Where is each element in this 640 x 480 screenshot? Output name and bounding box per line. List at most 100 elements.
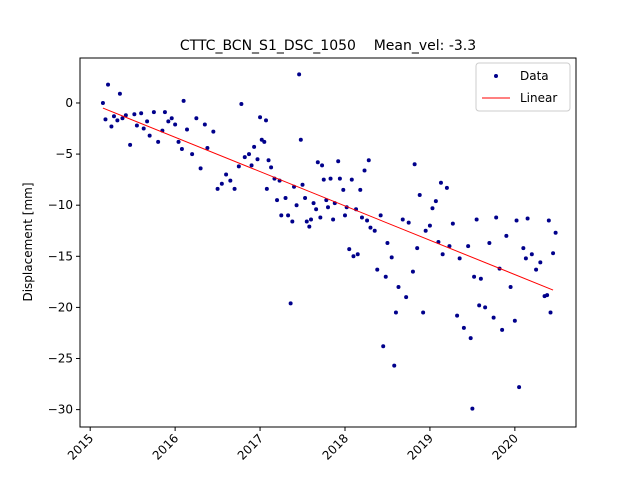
axes-frame bbox=[79, 57, 577, 428]
data-point bbox=[470, 406, 475, 411]
data-point bbox=[141, 126, 146, 131]
data-point bbox=[385, 241, 390, 246]
data-point bbox=[185, 127, 190, 132]
data-point bbox=[307, 224, 312, 229]
data-point bbox=[438, 180, 443, 185]
data-point bbox=[173, 122, 178, 127]
data-point bbox=[440, 252, 445, 257]
data-point bbox=[145, 119, 150, 124]
data-point bbox=[303, 196, 308, 201]
data-point bbox=[365, 218, 370, 223]
data-point bbox=[139, 111, 144, 116]
y-tick-label: −25 bbox=[48, 352, 73, 366]
data-point bbox=[548, 310, 553, 315]
data-point bbox=[508, 284, 513, 289]
data-point bbox=[362, 168, 367, 173]
data-point bbox=[534, 267, 539, 272]
data-point bbox=[202, 122, 207, 127]
data-point bbox=[169, 116, 174, 121]
chart-title: CTTC_BCN_S1_DSC_1050 Mean_vel: -3.3 bbox=[180, 38, 476, 54]
data-point bbox=[444, 185, 449, 190]
data-point bbox=[415, 246, 420, 251]
data-point bbox=[355, 252, 360, 257]
data-point bbox=[389, 255, 394, 260]
data-point bbox=[219, 181, 224, 186]
data-point bbox=[264, 118, 268, 123]
data-point bbox=[447, 244, 452, 249]
data-point bbox=[521, 246, 526, 251]
data-point bbox=[461, 325, 466, 330]
data-point bbox=[228, 178, 233, 183]
data-point bbox=[275, 198, 280, 203]
data-point bbox=[351, 254, 356, 259]
data-point bbox=[211, 129, 216, 134]
data-point bbox=[156, 139, 161, 144]
data-point bbox=[347, 247, 352, 252]
data-point bbox=[553, 230, 558, 235]
data-point bbox=[109, 124, 114, 129]
data-point bbox=[512, 318, 517, 323]
data-point bbox=[421, 310, 426, 315]
data-point bbox=[103, 117, 108, 122]
data-point bbox=[162, 110, 167, 115]
data-point bbox=[478, 276, 483, 281]
data-point bbox=[258, 115, 263, 120]
data-point bbox=[517, 385, 522, 390]
legend-box bbox=[475, 62, 571, 112]
data-point bbox=[375, 267, 380, 272]
data-point bbox=[457, 256, 462, 261]
data-point bbox=[115, 118, 120, 123]
data-point bbox=[190, 152, 195, 157]
data-point bbox=[290, 219, 295, 224]
data-point bbox=[315, 160, 320, 165]
data-point bbox=[100, 100, 105, 105]
data-point bbox=[328, 176, 333, 181]
data-point bbox=[239, 101, 244, 106]
data-point bbox=[494, 215, 499, 220]
data-point bbox=[433, 199, 438, 204]
legend-marker bbox=[494, 74, 498, 78]
data-point bbox=[383, 274, 388, 279]
data-point bbox=[396, 284, 401, 289]
data-point bbox=[381, 344, 386, 349]
data-point bbox=[236, 164, 241, 169]
data-point bbox=[252, 144, 257, 149]
data-point bbox=[264, 186, 269, 191]
data-point bbox=[298, 137, 303, 142]
data-point bbox=[286, 213, 291, 218]
data-point bbox=[294, 203, 299, 208]
data-point bbox=[147, 133, 152, 138]
data-point bbox=[410, 269, 415, 274]
data-point bbox=[128, 142, 133, 147]
data-point bbox=[358, 187, 363, 192]
data-point bbox=[368, 225, 373, 230]
data-point bbox=[247, 152, 252, 157]
data-point bbox=[450, 221, 455, 226]
data-point bbox=[120, 116, 125, 121]
data-point bbox=[269, 165, 274, 170]
data-point bbox=[262, 139, 267, 144]
data-point bbox=[523, 256, 528, 261]
y-axis-label: Displacement [mm] bbox=[21, 182, 35, 301]
legend-label: Linear bbox=[520, 91, 557, 105]
data-point bbox=[336, 159, 341, 164]
data-point bbox=[181, 98, 186, 103]
data-point bbox=[412, 162, 417, 167]
data-point bbox=[525, 216, 530, 221]
data-point bbox=[378, 213, 383, 218]
data-point bbox=[349, 177, 354, 182]
data-point bbox=[255, 157, 260, 162]
data-point bbox=[288, 301, 293, 306]
data-point bbox=[477, 303, 482, 308]
data-point bbox=[538, 260, 543, 265]
data-point bbox=[491, 315, 496, 320]
data-point bbox=[283, 196, 288, 201]
data-point bbox=[551, 251, 556, 256]
data-point bbox=[198, 166, 203, 171]
data-point bbox=[232, 186, 237, 191]
data-point bbox=[529, 252, 534, 257]
data-point bbox=[111, 114, 116, 119]
data-point bbox=[423, 228, 428, 233]
data-point bbox=[430, 206, 435, 211]
